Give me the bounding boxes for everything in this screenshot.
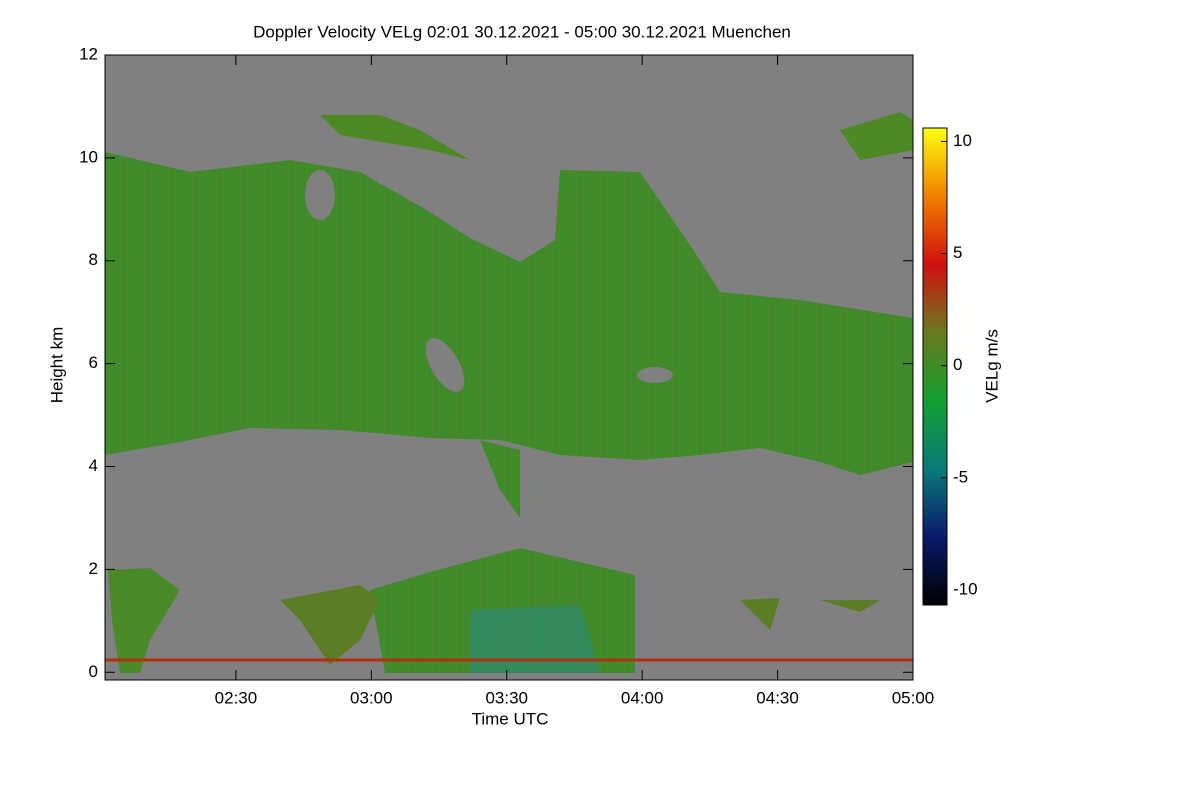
y-tick-label: 4 xyxy=(89,456,98,475)
colorbar-label: VELg m/s xyxy=(982,329,1001,403)
colorbar-tick-label: 5 xyxy=(953,243,962,262)
x-tick-label: 05:00 xyxy=(892,688,935,707)
x-axis-label: Time UTC xyxy=(472,709,549,728)
colorbar-tick-label: -10 xyxy=(953,579,978,598)
x-tick-label: 03:30 xyxy=(485,688,528,707)
colorbar-tick-label: 0 xyxy=(953,355,962,374)
y-tick-label: 10 xyxy=(79,147,98,166)
colorbar xyxy=(922,127,948,606)
plot-frame xyxy=(104,54,914,681)
y-tick-label: 12 xyxy=(79,44,98,63)
y-tick-label: 2 xyxy=(89,559,98,578)
x-tick-label: 02:30 xyxy=(215,688,258,707)
field xyxy=(105,55,913,680)
x-tick-label: 03:00 xyxy=(350,688,393,707)
x-tick-label: 04:30 xyxy=(756,688,799,707)
y-axis-label: Height km xyxy=(47,327,66,404)
colorbar-tick-label: -5 xyxy=(953,467,968,486)
x-tick-label: 04:00 xyxy=(621,688,664,707)
y-tick-label: 6 xyxy=(89,353,98,372)
y-tick-label: 8 xyxy=(89,250,98,269)
y-tick-label: 0 xyxy=(89,662,98,681)
colorbar-tick-label: 10 xyxy=(953,131,972,150)
chart-title: Doppler Velocity VELg 02:01 30.12.2021 -… xyxy=(253,22,791,41)
